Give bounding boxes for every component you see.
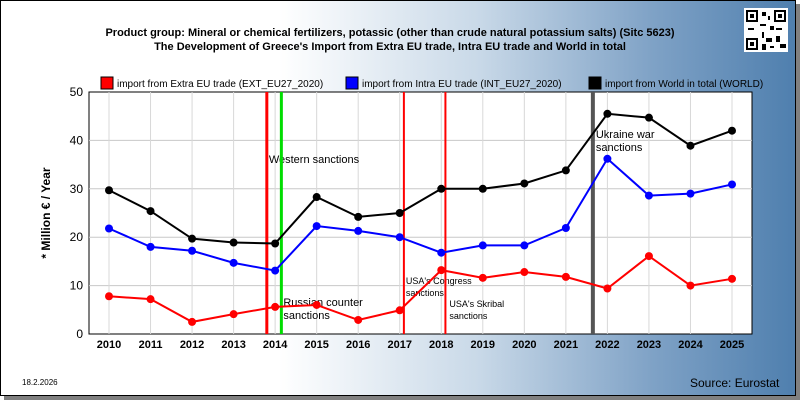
data-point	[354, 315, 363, 324]
data-point	[229, 238, 238, 247]
data-point	[520, 268, 529, 277]
data-point	[105, 224, 113, 233]
data-point	[312, 300, 321, 309]
data-point	[437, 248, 446, 257]
data-point	[561, 224, 570, 233]
y-tick-label: 30	[70, 182, 84, 196]
data-point	[146, 207, 155, 216]
event-label: Western sanctions	[269, 154, 360, 166]
chart-title-line2: The Development of Greece's Import from …	[154, 41, 626, 53]
data-point	[188, 246, 197, 255]
legend-swatch	[588, 76, 602, 90]
legend-label: import from Extra EU trade (EXT_EU27_202…	[117, 79, 323, 90]
qr-code-icon	[744, 8, 788, 52]
x-tick-label: 2019	[471, 339, 495, 351]
data-point	[354, 212, 363, 221]
plot-area: 0 10 20 30 40 50 2010 2011 2012 2013 2014 2015 2016 2…	[39, 85, 753, 351]
x-tick-label: 2014	[263, 339, 288, 351]
event-label: USA's Congress sanctions	[406, 276, 472, 298]
event-label: Ukraine war sanctions	[596, 129, 655, 154]
data-point	[437, 266, 446, 275]
data-point	[603, 154, 612, 163]
y-axis-label: * Million € / Year	[39, 167, 53, 258]
x-tick-label: 2018	[429, 339, 453, 351]
x-tick-label: 2010	[97, 339, 121, 351]
y-tick-label: 40	[70, 133, 84, 147]
data-point	[561, 166, 570, 175]
data-point	[105, 292, 113, 301]
series-line	[108, 254, 733, 323]
chart-legend: import from Extra EU trade (EXT_EU27_202…	[100, 76, 763, 90]
y-tick-label: 0	[76, 327, 83, 341]
data-point	[728, 274, 736, 283]
data-point	[395, 306, 404, 315]
frame-shadow-bottom	[4, 396, 800, 400]
data-point	[188, 317, 197, 326]
x-tick-label: 2025	[720, 339, 744, 351]
legend-label: import from World in total (WORLD)	[605, 79, 763, 90]
data-point	[520, 179, 529, 188]
data-point	[146, 295, 155, 304]
x-tick-label: 2017	[387, 339, 411, 351]
data-point	[686, 189, 695, 198]
data-point	[146, 242, 155, 251]
x-tick-label: 2022	[595, 339, 619, 351]
data-point	[312, 222, 321, 231]
data-point	[354, 226, 363, 235]
data-point	[271, 266, 280, 275]
data-point	[105, 186, 113, 195]
data-point	[603, 109, 612, 118]
source-label: Source: Eurostat	[690, 376, 780, 390]
y-tick-label: 20	[70, 230, 84, 244]
y-tick-label: 50	[70, 85, 84, 99]
data-point	[686, 281, 695, 290]
x-tick-label: 2020	[512, 339, 536, 351]
x-tick-label: 2016	[346, 339, 370, 351]
data-point	[520, 241, 529, 250]
data-point	[478, 184, 487, 193]
legend-swatch	[100, 76, 114, 90]
data-point	[229, 258, 238, 267]
data-point	[644, 191, 653, 200]
x-tick-label: 2024	[678, 339, 703, 351]
data-point	[603, 284, 612, 293]
data-point	[561, 272, 570, 281]
x-tick-label: 2021	[554, 339, 578, 351]
data-point	[271, 302, 280, 311]
x-tick-label: 2012	[180, 339, 204, 351]
series-line	[108, 112, 733, 245]
x-tick-label: 2023	[637, 339, 661, 351]
date-stamp: 18.2.2026	[22, 378, 58, 387]
data-point	[271, 239, 280, 248]
data-point	[437, 184, 446, 193]
frame-shadow-right	[796, 4, 800, 398]
data-point	[728, 180, 736, 189]
legend-label: import from Intra EU trade (INT_EU27_202…	[362, 79, 562, 90]
plot-background	[88, 91, 753, 335]
event-label: USA's Skribal sanctions	[449, 299, 504, 321]
x-tick-label: 2011	[139, 339, 163, 351]
legend-swatch	[345, 76, 359, 90]
data-point	[728, 126, 736, 135]
data-point	[395, 233, 404, 242]
data-point	[229, 310, 238, 319]
y-tick-label: 10	[70, 279, 84, 293]
chart-title-line1: Product group: Mineral or chemical ferti…	[105, 27, 675, 39]
data-point	[395, 209, 404, 217]
data-point	[312, 193, 321, 202]
data-point	[644, 252, 653, 261]
series-line	[108, 157, 733, 272]
x-tick-label: 2015	[304, 339, 328, 351]
data-point	[686, 141, 695, 150]
data-point	[644, 113, 653, 122]
data-point	[478, 273, 487, 282]
data-point	[478, 241, 487, 250]
x-tick-label: 2013	[221, 339, 245, 351]
data-point	[188, 234, 197, 243]
